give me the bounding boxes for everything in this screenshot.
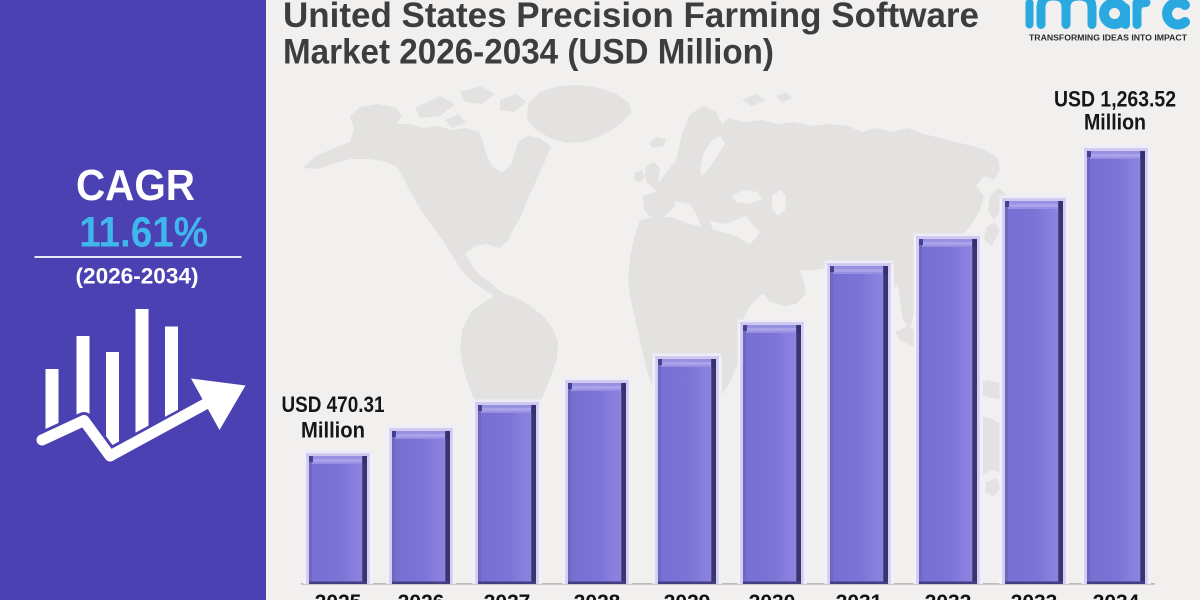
svg-text:2028: 2028 [574,591,621,600]
svg-text:USD 470.31: USD 470.31 [282,392,385,417]
svg-text:2033: 2033 [1011,591,1058,600]
svg-text:11.61%: 11.61% [79,210,208,257]
svg-text:2025: 2025 [315,591,362,600]
svg-text:(2026-2034): (2026-2034) [76,264,199,289]
svg-text:Market 2026-2034 (USD Million): Market 2026-2034 (USD Million) [283,33,774,72]
svg-text:Million: Million [301,418,365,443]
svg-text:2030: 2030 [749,591,796,600]
svg-text:USD 1,263.52: USD 1,263.52 [1054,87,1176,112]
svg-text:CAGR: CAGR [76,161,195,210]
svg-text:2034: 2034 [1093,591,1140,600]
svg-text:2026: 2026 [398,591,445,600]
svg-text:2027: 2027 [484,591,531,600]
svg-text:2031: 2031 [836,591,883,600]
svg-text:2032: 2032 [925,591,972,600]
svg-text:TRANSFORMING IDEAS INTO IMPACT: TRANSFORMING IDEAS INTO IMPACT [1029,32,1188,42]
svg-text:2029: 2029 [664,591,711,600]
svg-text:Million: Million [1084,110,1146,135]
svg-text:United States Precision Farmin: United States Precision Farming Software [283,0,979,35]
